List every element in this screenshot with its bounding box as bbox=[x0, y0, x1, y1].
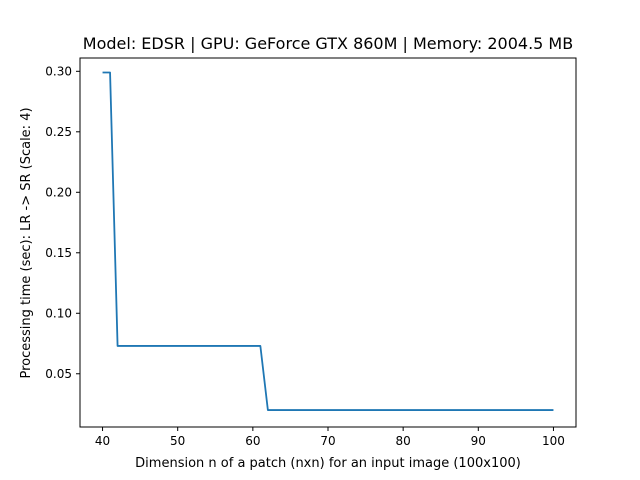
x-axis-ticks: 40 50 60 70 80 90 100 bbox=[95, 427, 565, 448]
x-tick-label: 60 bbox=[245, 434, 260, 448]
x-tick-label: 70 bbox=[320, 434, 335, 448]
y-tick-label: 0.25 bbox=[45, 125, 72, 139]
y-tick-label: 0.15 bbox=[45, 246, 72, 260]
y-tick-label: 0.05 bbox=[45, 367, 72, 381]
y-tick-label: 0.10 bbox=[45, 306, 72, 320]
y-axis-label: Processing time (sec): LR -> SR (Scale: … bbox=[19, 107, 34, 378]
x-tick-label: 100 bbox=[542, 434, 565, 448]
x-tick-label: 90 bbox=[471, 434, 486, 448]
y-axis-ticks: 0.05 0.10 0.15 0.20 0.25 0.30 bbox=[45, 64, 80, 381]
x-axis-label: Dimension n of a patch (nxn) for an inpu… bbox=[135, 456, 521, 471]
series-line bbox=[102, 71, 554, 411]
x-tick-label: 40 bbox=[95, 434, 110, 448]
y-tick-label: 0.30 bbox=[45, 64, 72, 78]
x-tick-label: 50 bbox=[170, 434, 185, 448]
x-tick-label: 80 bbox=[396, 434, 411, 448]
chart-title: Model: EDSR | GPU: GeForce GTX 860M | Me… bbox=[83, 34, 573, 53]
y-tick-label: 0.20 bbox=[45, 185, 72, 199]
axes-frame bbox=[79, 57, 577, 428]
